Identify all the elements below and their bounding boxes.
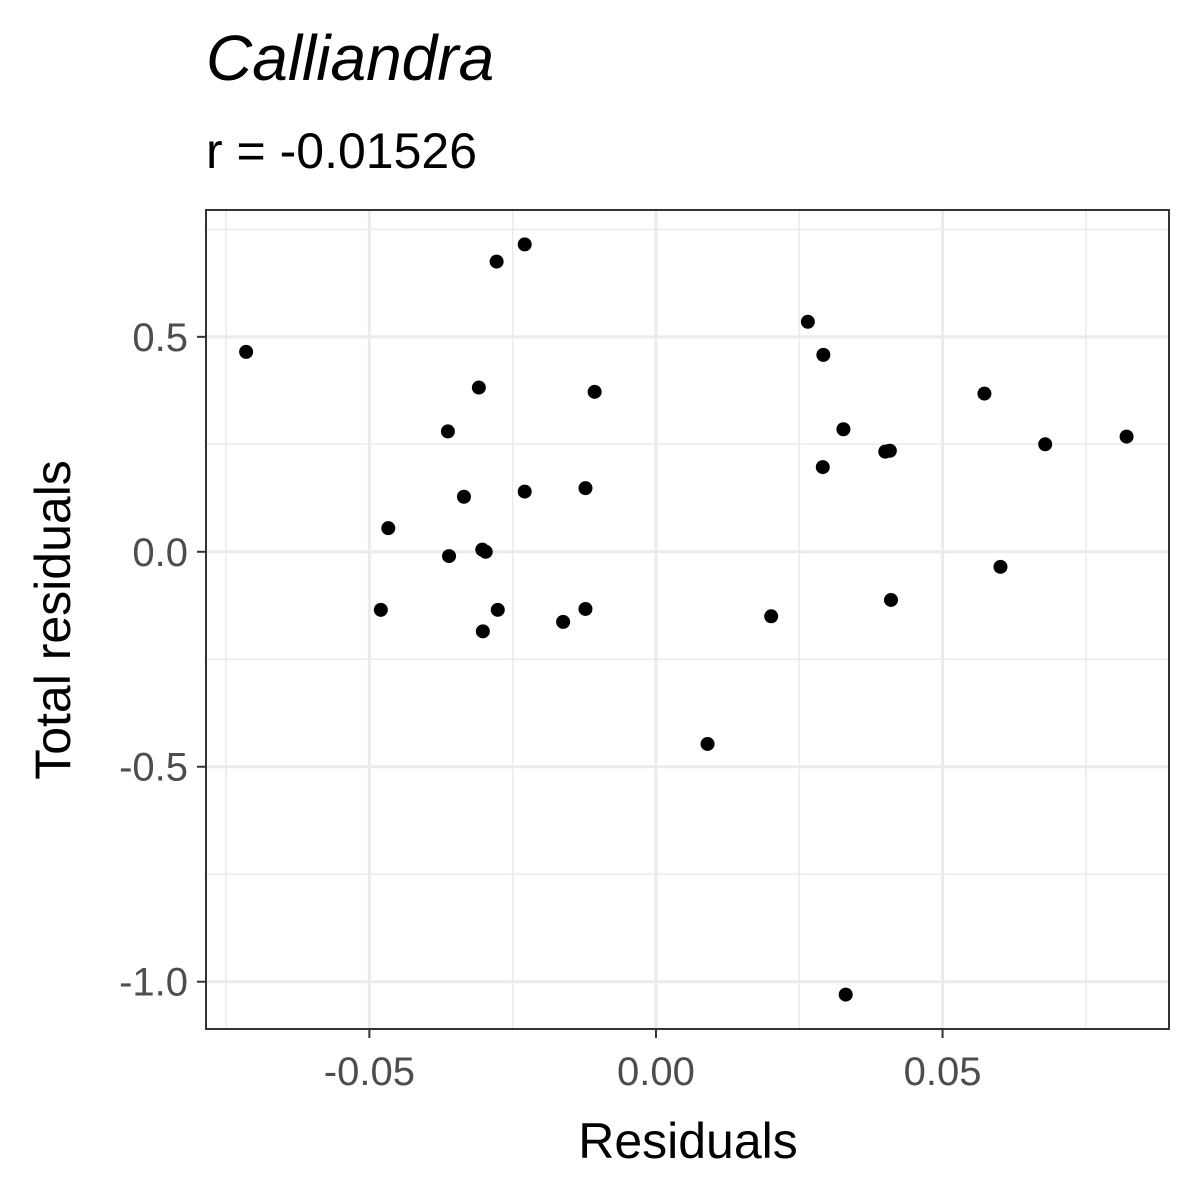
data-point (836, 422, 851, 437)
y-tick-label: -0.5 (119, 746, 188, 790)
panel-background (206, 210, 1169, 1029)
chart-subtitle: r = -0.01526 (206, 123, 477, 179)
grid-major (206, 210, 1169, 1029)
data-point (578, 601, 593, 616)
data-point (490, 602, 505, 617)
data-point (239, 344, 254, 359)
data-point (700, 736, 715, 751)
data-point (587, 384, 602, 399)
x-axis: -0.05 0.00 0.05 (324, 1029, 982, 1094)
data-point (838, 987, 853, 1002)
y-tick-label: 0.5 (132, 316, 188, 360)
y-tick-label: -1.0 (119, 961, 188, 1005)
data-point (1038, 437, 1053, 452)
panel-border (205, 209, 1170, 1030)
x-tick-label: 0.05 (904, 1050, 982, 1094)
data-point (456, 489, 471, 504)
data-point (977, 386, 992, 401)
data-point (489, 254, 504, 269)
chart-title: Calliandra (206, 22, 494, 94)
data-point (478, 544, 493, 559)
x-tick-label: 0.00 (617, 1050, 695, 1094)
data-point (556, 614, 571, 629)
data-point (1119, 429, 1134, 444)
data-point (578, 481, 593, 496)
x-tick-label: -0.05 (324, 1050, 415, 1094)
data-point (440, 424, 455, 439)
x-axis-title: Residuals (578, 1113, 798, 1169)
data-point (800, 314, 815, 329)
data-point (815, 460, 830, 475)
data-point (442, 549, 457, 564)
data-point (816, 347, 831, 362)
data-point (882, 443, 897, 458)
grid-minor (206, 210, 1169, 1029)
plot-panel (205, 209, 1170, 1030)
y-axis: -1.0 -0.5 0.0 0.5 (119, 316, 206, 1005)
y-axis-title: Total residuals (25, 460, 81, 780)
data-point (373, 602, 388, 617)
data-point (764, 609, 779, 624)
data-point (381, 521, 396, 536)
data-point (517, 237, 532, 252)
data-point (883, 592, 898, 607)
data-point (475, 624, 490, 639)
data-points (239, 237, 1134, 1002)
data-point (993, 559, 1008, 574)
y-tick-label: 0.0 (132, 531, 188, 575)
data-point (471, 380, 486, 395)
data-point (517, 484, 532, 499)
